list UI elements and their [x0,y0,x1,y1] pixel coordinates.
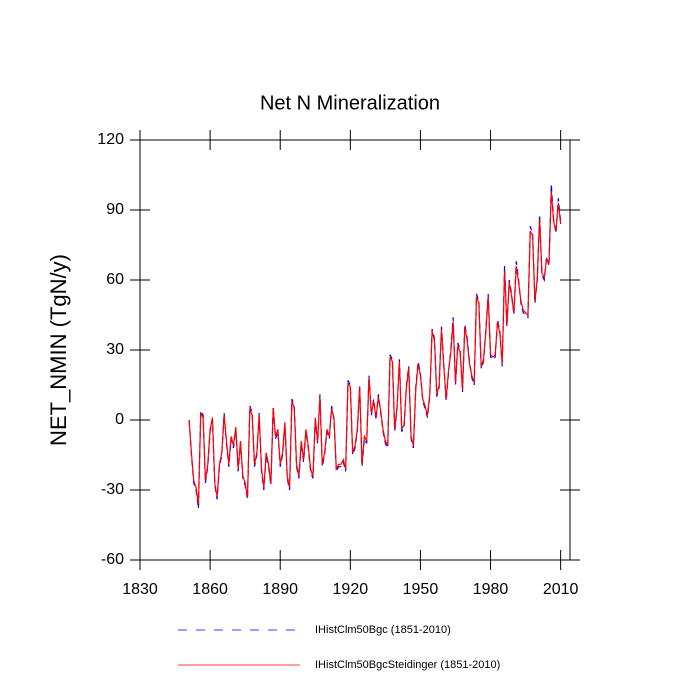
series-line [188,191,562,505]
y-tick-label: 30 [106,341,124,358]
x-tick-label: 1830 [122,581,158,598]
y-tick-label: -60 [101,551,124,568]
y-tick-label: 90 [106,201,124,218]
plot-frame [139,139,571,561]
y-tick-label: 60 [106,271,124,288]
x-tick-label: 1980 [473,581,509,598]
y-tick-label: 0 [115,411,124,428]
legend-label: IHistClm50Bgc (1851-2010) [315,624,451,636]
x-tick-label: 1920 [333,581,369,598]
legend-label: IHistClm50BgcSteidinger (1851-2010) [315,659,500,671]
x-tick-label: 1950 [403,581,439,598]
series-line [188,184,562,509]
y-tick-label: 120 [97,131,124,148]
x-tick-label: 2010 [543,581,579,598]
x-tick-label: 1860 [192,581,228,598]
y-axis-label: NET_NMIN (TgN/y) [46,254,71,446]
x-tick-label: 1890 [262,581,298,598]
y-tick-label: -30 [101,481,124,498]
chart-title: Net N Mineralization [260,92,440,114]
